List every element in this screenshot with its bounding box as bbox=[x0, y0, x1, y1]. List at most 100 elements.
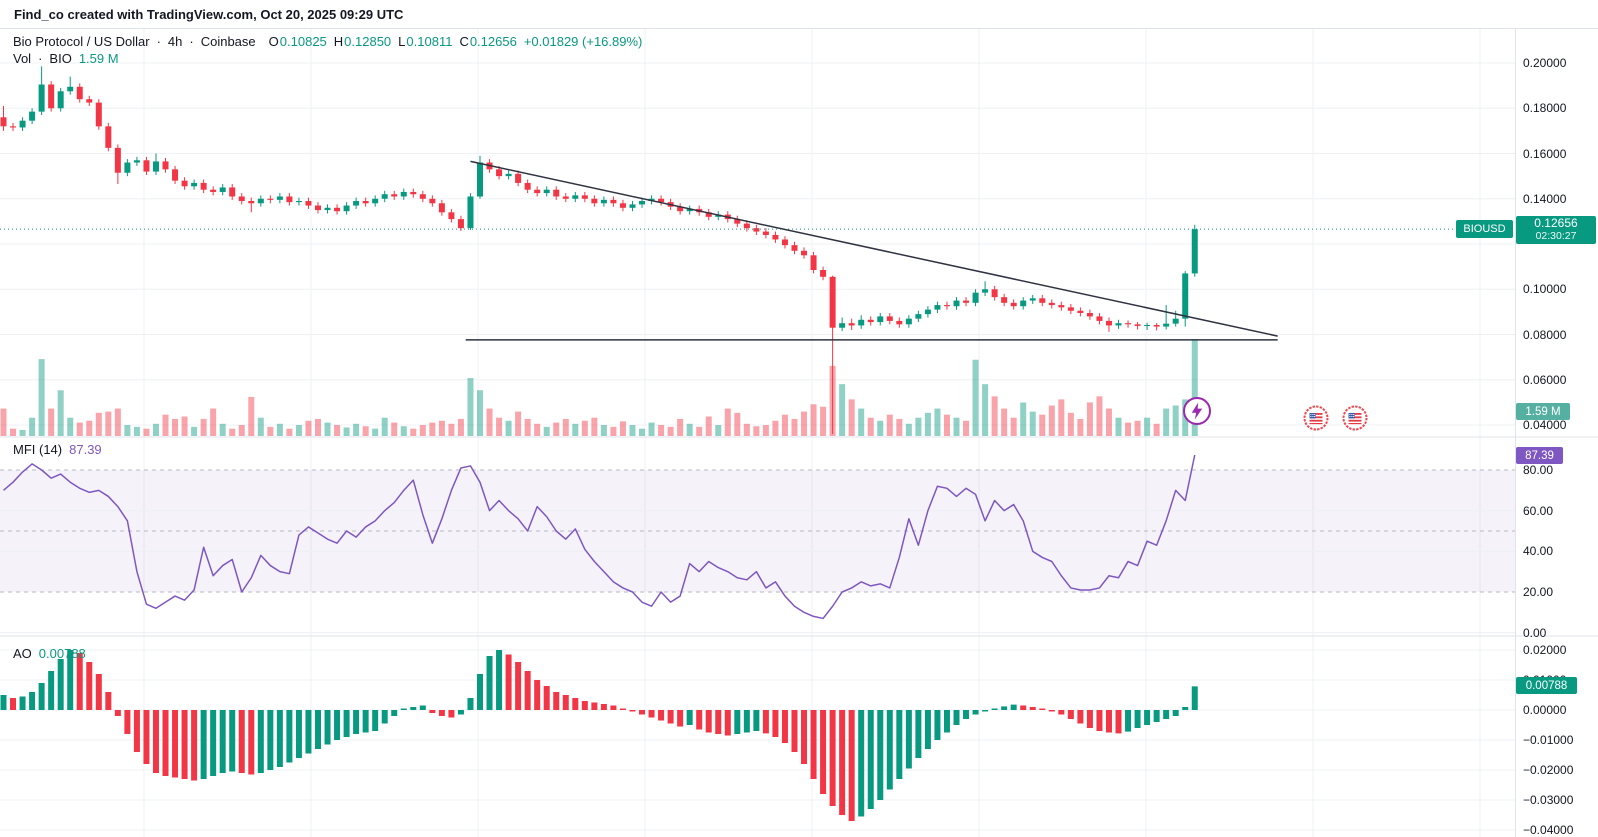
candle-body bbox=[305, 201, 312, 206]
ao-bar bbox=[429, 710, 436, 713]
mfi-axis-label: 80.00 bbox=[1523, 463, 1554, 477]
price-axis-label: 0.08000 bbox=[1523, 327, 1567, 342]
ao-bar bbox=[953, 710, 960, 725]
volume-bar bbox=[152, 423, 159, 436]
ao-bar bbox=[10, 698, 17, 710]
candle-body bbox=[114, 147, 121, 173]
candle-body bbox=[600, 199, 607, 204]
last-price-badge: 0.12656 02:30:27 bbox=[1516, 216, 1596, 244]
ao-bar bbox=[667, 710, 674, 724]
descending-trendline[interactable] bbox=[470, 160, 1278, 337]
ao-bar bbox=[696, 710, 703, 730]
ao-bar bbox=[219, 710, 226, 773]
volume-bar bbox=[562, 418, 569, 436]
volume-bar bbox=[505, 420, 512, 436]
mfi-label[interactable]: MFI (14) bbox=[13, 442, 63, 457]
volume-bar bbox=[353, 423, 360, 436]
ao-axis-label: −0.03000 bbox=[1523, 793, 1574, 807]
ao-bar bbox=[972, 710, 979, 715]
ao-bar bbox=[715, 710, 722, 734]
interval-label[interactable]: 4h bbox=[167, 34, 183, 49]
ao-bar bbox=[257, 710, 264, 773]
candle-body bbox=[610, 199, 617, 204]
volume-bar bbox=[67, 417, 74, 436]
candle-body bbox=[858, 319, 865, 326]
price-axis-label: 0.14000 bbox=[1523, 191, 1567, 206]
ohlc-open: O 0.10825 bbox=[268, 34, 327, 49]
ao-axis-label: −0.04000 bbox=[1523, 823, 1574, 837]
ao-bar bbox=[457, 710, 464, 715]
ao-bar bbox=[105, 692, 112, 710]
volume-bar bbox=[38, 359, 45, 436]
volume-bar bbox=[95, 412, 102, 436]
volume-bar bbox=[410, 428, 417, 436]
ao-bar bbox=[600, 704, 607, 710]
volume-bar bbox=[877, 420, 884, 436]
candle-body bbox=[1163, 323, 1170, 327]
candle-body bbox=[267, 198, 274, 200]
ao-bar bbox=[248, 710, 255, 775]
ao-bar bbox=[934, 710, 941, 740]
candle-body bbox=[934, 305, 941, 310]
volume-bar bbox=[991, 396, 998, 436]
price-scale-axis[interactable] bbox=[1515, 29, 1598, 837]
volume-bar bbox=[334, 425, 341, 436]
candle-body bbox=[477, 162, 483, 197]
lightning-event-icon[interactable] bbox=[1182, 396, 1212, 431]
volume-bar bbox=[705, 416, 712, 436]
candle-body bbox=[972, 292, 979, 303]
candle-body bbox=[172, 169, 179, 181]
candle-body bbox=[324, 207, 331, 211]
volume-bar bbox=[858, 408, 865, 436]
volume-bar bbox=[1039, 414, 1046, 436]
ao-bar bbox=[1153, 710, 1160, 722]
volume-bar bbox=[515, 411, 522, 436]
mfi-value: 87.39 bbox=[69, 442, 102, 457]
ao-bar bbox=[295, 710, 302, 758]
ao-bar bbox=[1067, 710, 1074, 719]
volume-bar bbox=[181, 416, 188, 436]
ao-bar bbox=[1001, 706, 1008, 710]
ao-value: 0.00788 bbox=[38, 646, 86, 661]
candle-body bbox=[19, 120, 26, 128]
candle-body bbox=[143, 160, 150, 172]
volume-bar bbox=[229, 428, 236, 436]
volume-bar bbox=[886, 414, 893, 436]
ao-label[interactable]: AO bbox=[13, 646, 32, 661]
volume-bar bbox=[534, 423, 541, 436]
us-flag-event-icon[interactable] bbox=[1342, 405, 1368, 436]
candle-body bbox=[991, 289, 998, 298]
bar-countdown: 02:30:27 bbox=[1535, 230, 1577, 242]
symbol-title[interactable]: Bio Protocol / US Dollar bbox=[13, 34, 150, 49]
ohlc-high: H 0.12850 bbox=[333, 34, 392, 49]
volume-bar bbox=[629, 425, 636, 436]
volume-bar bbox=[896, 418, 903, 436]
volume-bar bbox=[133, 426, 140, 436]
candle-body bbox=[581, 195, 588, 199]
candle-body bbox=[295, 201, 302, 203]
ao-bar bbox=[1077, 710, 1084, 724]
ao-bar bbox=[1096, 710, 1103, 731]
volume-bar bbox=[295, 425, 302, 436]
ao-bar bbox=[581, 701, 588, 710]
candle-body bbox=[877, 316, 884, 323]
volume-bar bbox=[610, 426, 617, 436]
candle-body bbox=[276, 196, 283, 200]
volume-bar bbox=[915, 417, 922, 436]
us-flag-event-icon[interactable] bbox=[1303, 405, 1329, 436]
ticker-badge: BIOUSD bbox=[1456, 220, 1513, 238]
candle-body bbox=[248, 201, 255, 204]
volume-bar bbox=[467, 378, 474, 436]
ao-bar bbox=[324, 710, 331, 745]
volume-value: 1.59 M bbox=[78, 51, 119, 66]
candle-body bbox=[438, 203, 445, 213]
candle-body bbox=[848, 323, 855, 326]
volume-bar bbox=[743, 423, 750, 436]
candle-body bbox=[67, 86, 74, 92]
ao-bar bbox=[362, 710, 369, 733]
volume-bar bbox=[943, 414, 950, 436]
volume-label[interactable]: Vol bbox=[13, 51, 32, 66]
ao-bar bbox=[353, 710, 360, 734]
ao-bar bbox=[648, 710, 655, 718]
